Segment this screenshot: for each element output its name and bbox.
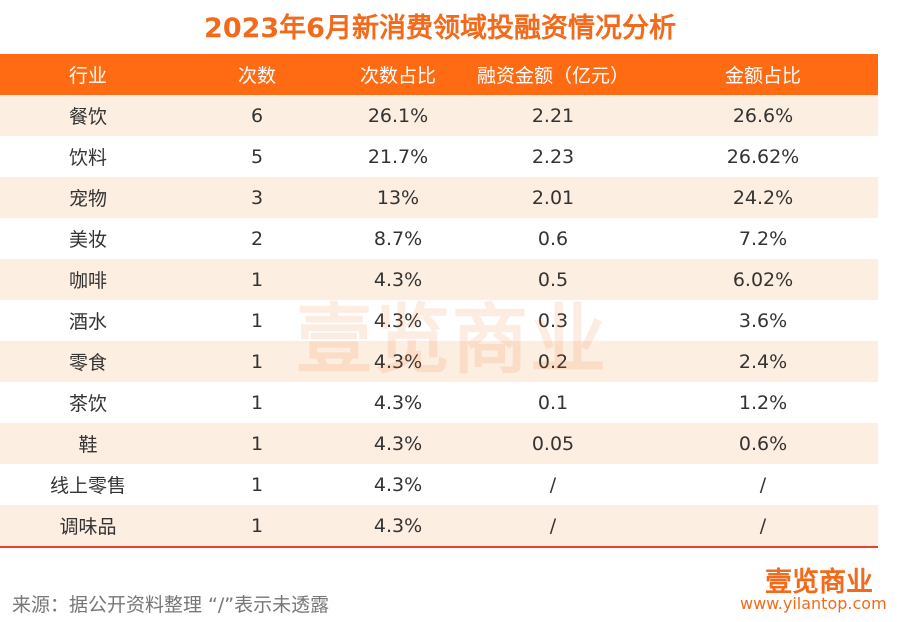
table-row: 餐饮 6 26.1% 2.21 26.6% [0,95,878,136]
table-cell: / [759,473,767,496]
table-cell: 2.23 [531,145,575,168]
table-cell: 2 [250,227,264,250]
table-cell: 4.3% [373,391,423,414]
table-row: 美妆 2 8.7% 0.6 7.2% [0,218,878,259]
table-cell: 4.3% [373,432,423,455]
table-row: 饮料 5 21.7% 2.23 26.62% [0,136,878,177]
table-cell: 宠物 [68,188,107,210]
table-cell: 0.5 [537,268,569,291]
table-cell: 1 [250,309,264,332]
table-cell: / [549,514,557,537]
table-cell: 21.7% [367,145,429,168]
table-cell: 4.3% [373,268,423,291]
header-cell: 次数 [237,65,276,87]
table-cell: 8.7% [373,227,423,250]
table-cell: 餐饮 [68,106,107,128]
table-cell: 1 [250,268,264,291]
table-cell: 0.3 [537,309,569,332]
table-cell: 酒水 [68,311,107,333]
header-cell: 融资金额（亿元） [476,65,629,87]
table-cell: 咖啡 [68,270,107,292]
table-cell: 调味品 [59,516,117,538]
table-cell: 0.1 [537,391,569,414]
watermark: 壹览商业 [296,295,608,384]
table-cell: 2.21 [531,104,575,127]
table-row: 调味品 1 4.3% / / [0,505,878,546]
table-row: 咖啡 1 4.3% 0.5 6.02% [0,259,878,300]
header-cell: 金额占比 [724,65,801,87]
table-cell: 2.01 [531,186,575,209]
table-cell: / [759,514,767,537]
table-row: 宠物 3 13% 2.01 24.2% [0,177,878,218]
table: 行业 次数 次数占比 融资金额（亿元） 金额占比餐饮 6 26.1% 2.21 26.6% 饮料 5… [0,54,878,548]
table-cell: 1 [250,514,264,537]
table-cell: 1 [250,473,264,496]
source-note: 来源：据公开资料整理 “/”表示未透露 [12,594,330,616]
table-cell: 4.3% [373,514,423,537]
table-row: 零食 1 4.3% 0.2 2.4% [0,341,878,382]
table-cell: 26.6% [732,104,794,127]
table-cell: 6 [250,104,264,127]
table-cell: 26.1% [367,104,429,127]
table-cell: 线上零售 [49,475,126,497]
table-cell: 0.05 [531,432,575,455]
header-cell: 次数占比 [359,65,436,87]
logo: 壹览商业 [765,567,873,598]
table-cell: 1.2% [738,391,788,414]
table-cell: 4.3% [373,473,423,496]
table-cell: 1 [250,350,264,373]
table-cell: 美妆 [68,229,107,251]
table-cell: 0.2 [537,350,569,373]
table-cell: 3.6% [738,309,788,332]
table-cell: 零食 [68,352,107,374]
table-cell: 13% [376,186,420,209]
url: www.yilantop.com [740,594,887,613]
table-cell: 0.6 [537,227,569,250]
table-cell: 饮料 [68,147,107,169]
table-cell: 1 [250,391,264,414]
table-cell: 26.62% [726,145,800,168]
table-cell: 4.3% [373,309,423,332]
table-cell: 24.2% [732,186,794,209]
table-row: 线上零售 1 4.3% / / [0,464,878,505]
table-cell: 3 [250,186,264,209]
header-cell: 行业 [68,65,107,87]
table-cell: 5 [250,145,264,168]
table-cell: 1 [250,432,264,455]
table-cell: 2.4% [738,350,788,373]
table-cell: 4.3% [373,350,423,373]
table-cell: 茶饮 [68,393,107,415]
table-row: 酒水 1 4.3% 0.3 3.6% [0,300,878,341]
table-cell: 6.02% [732,268,794,291]
header-row: 行业 次数 次数占比 融资金额（亿元） 金额占比 [0,54,878,95]
table-cell: 鞋 [78,434,98,456]
table-row: 鞋 1 4.3% 0.05 0.6% [0,423,878,464]
title: 2023年6月新消费领域投融资情况分析 [204,13,676,44]
table-cell: 0.6% [738,432,788,455]
table-row: 茶饮 1 4.3% 0.1 1.2% [0,382,878,423]
table-cell: 7.2% [738,227,788,250]
table-cell: / [549,473,557,496]
